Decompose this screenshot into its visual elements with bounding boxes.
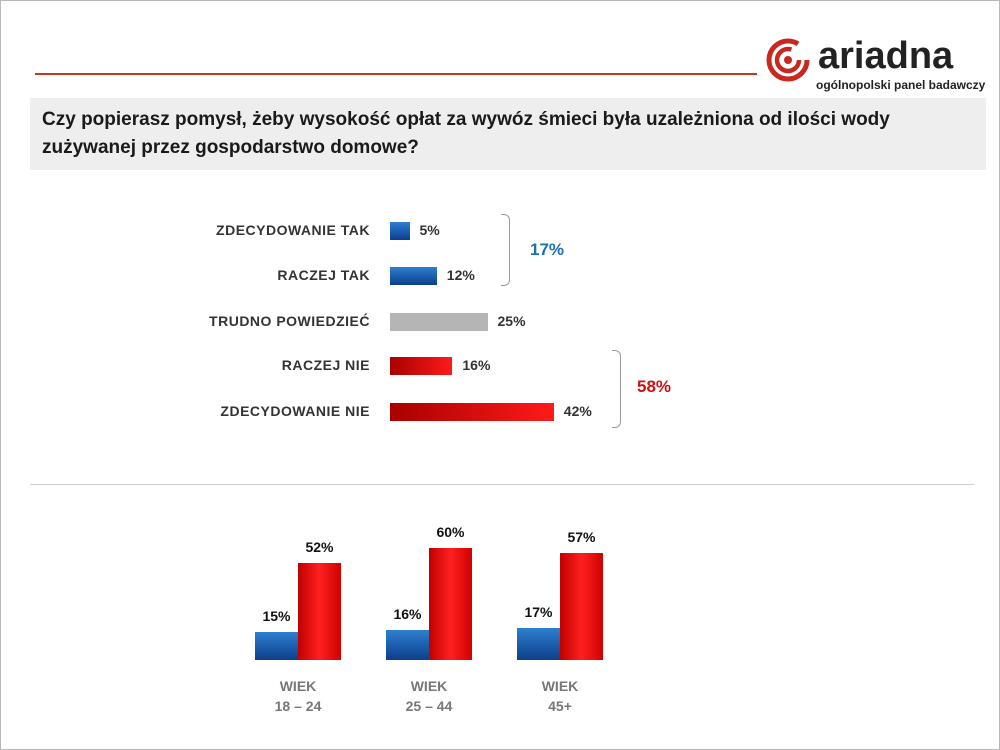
answer-label: TRUDNO POWIEDZIEĆ — [209, 313, 370, 329]
age-group-label-line2: 18 – 24 — [274, 698, 322, 714]
answer-bar — [390, 267, 437, 285]
answer-label: RACZEJ NIE — [281, 357, 370, 373]
age-group-label-line2: 45+ — [548, 698, 572, 714]
age-bar-value-label: 52% — [305, 538, 334, 555]
age-bar-red — [429, 547, 472, 660]
age-bar-blue — [255, 631, 298, 660]
age-group-label: WIEK 45+ — [510, 676, 610, 716]
age-group-label-line2: 25 – 44 — [405, 698, 453, 714]
logo-wordmark: ariadna — [818, 35, 954, 77]
age-bar-blue — [386, 630, 429, 660]
question-box: Czy popierasz pomysł, żeby wysokość opła… — [30, 98, 986, 170]
age-bar-value-label: 15% — [262, 607, 291, 624]
no-group-total: 58% — [637, 377, 672, 396]
answer-bar — [390, 357, 453, 375]
age-group-label-line1: WIEK — [279, 678, 317, 694]
answer-value-label: 25% — [497, 313, 526, 329]
age-group-label: WIEK 18 – 24 — [248, 676, 348, 716]
answer-bar — [390, 222, 410, 240]
age-group-label-line1: WIEK — [410, 678, 448, 694]
section-divider — [30, 484, 974, 485]
answer-label: ZDECYDOWANIE TAK — [216, 222, 370, 238]
question-text: Czy popierasz pomysł, żeby wysokość opła… — [42, 109, 890, 158]
answer-label: ZDECYDOWANIE NIE — [220, 403, 370, 419]
age-bar-blue — [517, 628, 560, 660]
answer-value-label: 42% — [563, 403, 592, 419]
age-bar-red — [298, 562, 341, 660]
yes-group-bracket — [501, 214, 510, 286]
answer-value-label: 12% — [446, 267, 475, 283]
yes-group-total: 17% — [530, 240, 565, 259]
age-bar-value-label: 60% — [436, 523, 465, 540]
answer-bar — [390, 313, 488, 331]
age-group-label: WIEK 25 – 44 — [379, 676, 479, 716]
age-bar-value-label: 16% — [393, 606, 422, 623]
age-bar-red — [560, 553, 603, 660]
age-bar-value-label: 17% — [524, 604, 553, 621]
header-rule — [35, 73, 757, 75]
answer-value-label: 16% — [462, 357, 491, 373]
logo-tagline: ogólnopolski panel badawczy — [816, 78, 986, 92]
age-bar-value-label: 57% — [567, 529, 596, 546]
age-group-label-line1: WIEK — [541, 678, 579, 694]
ariadna-spiral-icon — [766, 38, 810, 82]
answer-bar — [390, 403, 554, 421]
answer-value-label: 5% — [419, 222, 440, 238]
no-group-bracket — [612, 350, 621, 428]
ariadna-logo: ariadna ogólnopolski panel badawczy — [766, 35, 988, 94]
answer-label: RACZEJ TAK — [277, 267, 370, 283]
